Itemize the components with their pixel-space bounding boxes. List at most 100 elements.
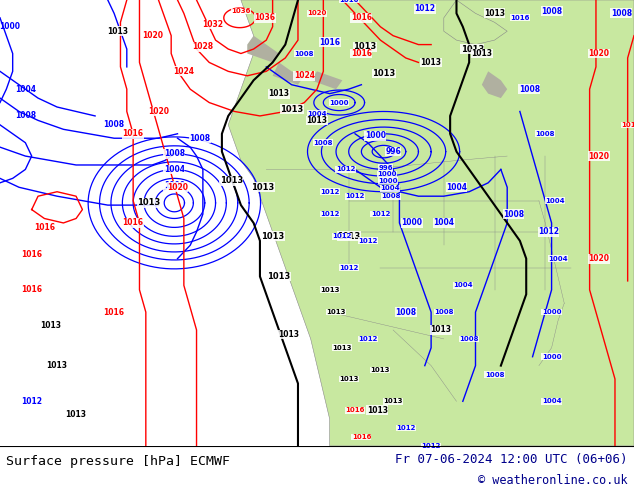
Text: 1013: 1013	[138, 198, 160, 207]
Text: 1013: 1013	[252, 183, 275, 192]
Text: 1020: 1020	[588, 151, 610, 161]
Text: 1000: 1000	[377, 171, 397, 177]
Text: 1008: 1008	[460, 336, 479, 342]
Text: 1016: 1016	[346, 407, 365, 413]
Text: 1016: 1016	[21, 285, 42, 294]
Text: 1000: 1000	[164, 181, 185, 191]
Text: © weatheronline.co.uk: © weatheronline.co.uk	[478, 474, 628, 487]
Text: 1000: 1000	[0, 22, 20, 31]
Text: 1013: 1013	[471, 49, 493, 58]
Text: 1024: 1024	[294, 72, 315, 80]
Text: 1012: 1012	[333, 233, 352, 239]
Text: 1020: 1020	[148, 107, 169, 116]
Text: 1012: 1012	[320, 211, 339, 217]
Text: 1016: 1016	[351, 49, 372, 58]
Text: 1012: 1012	[339, 265, 358, 270]
Text: 1013: 1013	[107, 27, 128, 36]
Text: 996: 996	[385, 147, 401, 156]
Text: 1000: 1000	[542, 309, 561, 315]
Text: 1012: 1012	[371, 211, 390, 217]
Text: 1012: 1012	[336, 167, 355, 172]
Text: 1004: 1004	[545, 197, 564, 204]
Text: 1008: 1008	[503, 210, 524, 219]
Text: 1008: 1008	[395, 308, 417, 317]
Text: 1008: 1008	[485, 371, 504, 378]
Text: 1004: 1004	[15, 85, 36, 94]
Text: 1008: 1008	[541, 7, 562, 16]
Text: 1008: 1008	[519, 85, 540, 94]
Text: 1012: 1012	[358, 238, 377, 244]
Text: 1013: 1013	[461, 45, 484, 53]
Text: 1013: 1013	[40, 321, 61, 330]
Text: 1012: 1012	[396, 425, 415, 431]
Text: 1008: 1008	[434, 309, 453, 315]
Text: 1008: 1008	[611, 9, 632, 18]
Text: 1016: 1016	[122, 219, 144, 227]
Text: 1012: 1012	[320, 189, 339, 195]
Text: 1013: 1013	[46, 361, 68, 370]
Text: 1008: 1008	[314, 140, 333, 146]
Text: 1013: 1013	[339, 376, 358, 382]
Text: 1020: 1020	[588, 254, 610, 263]
Text: 1013: 1013	[268, 89, 290, 98]
Text: 1004: 1004	[453, 282, 472, 289]
Text: Fr 07-06-2024 12:00 UTC (06+06): Fr 07-06-2024 12:00 UTC (06+06)	[395, 453, 628, 466]
Text: 1008: 1008	[382, 193, 401, 199]
Text: 1016: 1016	[510, 15, 529, 21]
Text: 1016: 1016	[34, 223, 55, 232]
Text: 1013: 1013	[327, 309, 346, 315]
Text: 1000: 1000	[330, 99, 349, 105]
Text: 996: 996	[378, 165, 393, 171]
Text: 1013: 1013	[280, 105, 303, 114]
Text: 1012: 1012	[21, 397, 42, 406]
Text: 1013: 1013	[306, 116, 328, 125]
Text: 1008: 1008	[295, 50, 314, 56]
Text: 1000: 1000	[401, 219, 423, 227]
Text: 1004: 1004	[548, 256, 567, 262]
Text: 1016: 1016	[21, 250, 42, 259]
Text: 1036: 1036	[231, 8, 250, 14]
Text: 1016: 1016	[351, 13, 372, 23]
Text: 1008: 1008	[536, 131, 555, 137]
Text: 1016: 1016	[621, 122, 634, 128]
Text: 1013: 1013	[420, 58, 442, 67]
Text: 1000: 1000	[378, 177, 398, 184]
Text: 1013: 1013	[353, 42, 376, 51]
Text: 1020: 1020	[141, 31, 163, 40]
Text: 1020: 1020	[588, 49, 610, 58]
Text: 1012: 1012	[414, 4, 436, 13]
Text: 1004: 1004	[433, 219, 455, 227]
Text: 1004: 1004	[380, 185, 399, 191]
Text: 1032: 1032	[202, 20, 223, 29]
Text: 1028: 1028	[192, 42, 214, 51]
Text: 1016: 1016	[339, 0, 358, 3]
Text: 1016: 1016	[122, 129, 144, 138]
Text: 1036: 1036	[254, 13, 276, 23]
Text: Surface pressure [hPa] ECMWF: Surface pressure [hPa] ECMWF	[6, 455, 230, 468]
Text: 1000: 1000	[365, 131, 386, 141]
Text: 1013: 1013	[366, 406, 388, 415]
Text: 1013: 1013	[337, 232, 360, 241]
Text: 1013: 1013	[430, 325, 451, 335]
Text: 1012: 1012	[422, 443, 441, 449]
Text: 1016: 1016	[103, 308, 125, 317]
Text: 1008: 1008	[103, 121, 125, 129]
Text: 1004: 1004	[542, 398, 561, 404]
Text: 1013: 1013	[261, 232, 284, 241]
Text: 1008: 1008	[164, 149, 185, 158]
Text: 1020: 1020	[307, 10, 327, 16]
Text: 1004: 1004	[307, 111, 327, 117]
Text: 1020: 1020	[167, 183, 188, 192]
Text: 1024: 1024	[173, 67, 195, 76]
Text: 1000: 1000	[542, 354, 561, 360]
Text: 1013: 1013	[320, 287, 339, 293]
Text: 1012: 1012	[358, 336, 377, 342]
Text: 1013: 1013	[384, 398, 403, 404]
Text: 1013: 1013	[372, 69, 395, 78]
Text: 1013: 1013	[371, 367, 390, 373]
Text: 1012: 1012	[538, 227, 559, 236]
Text: 1013: 1013	[65, 410, 87, 419]
Text: 1016: 1016	[352, 434, 371, 440]
Text: 1013: 1013	[268, 272, 290, 281]
Text: 1013: 1013	[278, 330, 299, 339]
